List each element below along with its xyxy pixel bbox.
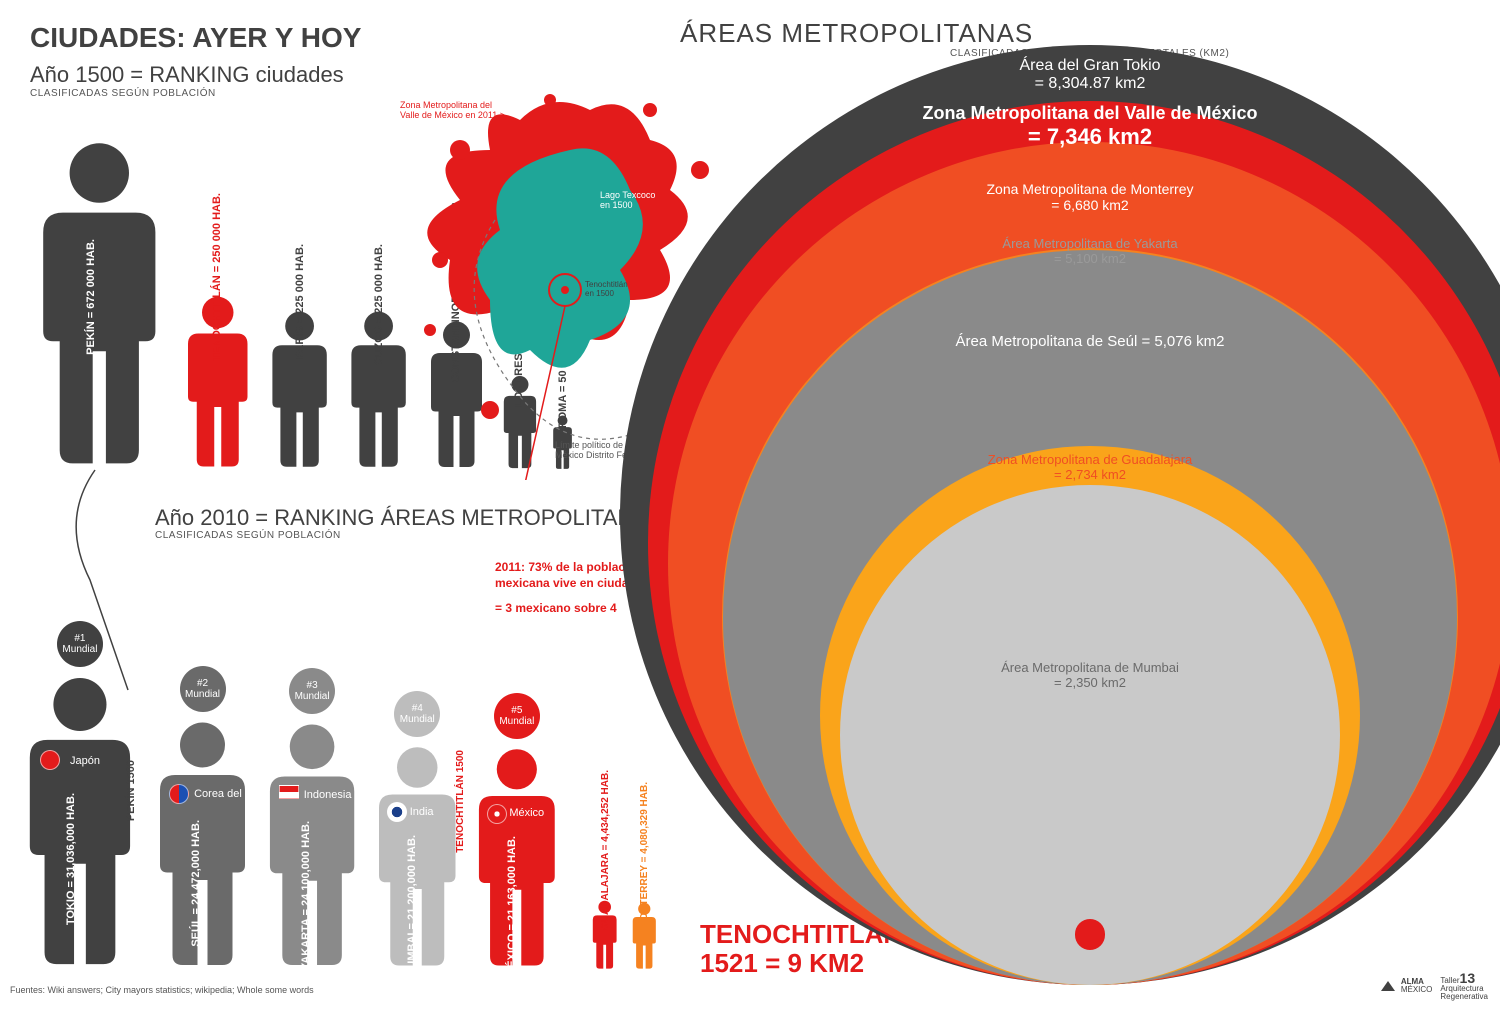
tenoch-big-line2: 1521 = 9 KM2 (700, 949, 902, 978)
person-1500-pekín (30, 140, 169, 470)
area-label-0: Área del Gran Tokio= 8,304.87 km2 (890, 57, 1290, 93)
person-1500-label-0: PEKÍN = 672 000 HAB. (85, 239, 97, 355)
logo: ALMA MÉXICO Taller13 Arquitectura Regene… (1379, 971, 1488, 1001)
map-zona-label: Zona Metropolitana del Valle de México e… (400, 100, 505, 120)
main-title: CIUDADES: AYER Y HOY (30, 22, 361, 54)
flag-icon-corea-del-sur (169, 784, 189, 804)
rank-badge-5: #5Mundial (494, 693, 540, 739)
person-2010-label-4: MÉXICO = 21,163,000 HAB. (506, 836, 518, 977)
mini-label-1: MONTERREY = 4,080,329 HAB. (639, 782, 650, 929)
person-1500-label-2: PARÍS = 225 000 HAB. (294, 244, 306, 359)
rank-badge-4: #4Mundial (394, 691, 440, 737)
area-label-1: Zona Metropolitana del Valle de México= … (890, 103, 1290, 150)
map-lago-label: Lago Texcoco en 1500 (600, 190, 655, 210)
sources-text: Fuentes: Wiki answers; City mayors stati… (10, 985, 314, 995)
pekin-1500-vertical-label: PEKÍN 1500 (125, 760, 137, 821)
ranking-2010-subtitle: CLASIFICADAS SEGÚN POBLACIÓN (155, 530, 341, 541)
mini-label-0: GUADALAJARA = 4,434,252 HAB. (600, 770, 611, 930)
person-2010-label-3: MUMBAI = 21,200,000 HAB. (406, 835, 418, 978)
person-1500-label-3: CUZCO = 225 000 HAB. (373, 244, 385, 365)
flag-icon-méxico (487, 804, 507, 824)
area-circle-6 (840, 485, 1340, 985)
person-2010-label-0: TOKIO = 31,036,000 HAB. (65, 793, 77, 925)
rank-badge-2: #2Mundial (180, 666, 226, 712)
area-label-2: Zona Metropolitana de Monterrey= 6,680 k… (890, 181, 1290, 213)
person-2010-tokio (18, 675, 142, 970)
person-2010-label-1: SEÚL = 24,472,000 HAB. (190, 820, 202, 947)
country-label-1: Corea del sur (194, 788, 260, 800)
person-2010-seúl (150, 720, 255, 970)
ranking-2010-title: Año 2010 = RANKING ÁREAS METROPOLITANAS (155, 505, 663, 531)
area-label-5: Zona Metropolitana de Guadalajara= 2,734… (890, 452, 1290, 482)
ranking-1500-subtitle: CLASIFICADAS SEGÚN POBLACIÓN (30, 88, 216, 99)
country-label-4: México (509, 807, 544, 819)
map-tenoch-label: Tenochtitlán en 1500 (585, 280, 628, 298)
country-label-0: Japón (70, 755, 100, 767)
rank-badge-1: #1Mundial (57, 621, 103, 667)
areas-title: ÁREAS METROPOLITANAS (680, 18, 1033, 49)
country-label-3: India (410, 806, 434, 818)
area-circle-tenochtitlan (1075, 919, 1106, 950)
flag-icon-indonesia (279, 785, 299, 799)
person-1500-label-1: TENOCHTITLÁN = 250 000 HAB. (211, 193, 223, 361)
area-label-3: Área Metropolitana de Yakarta= 5,100 km2 (890, 236, 1290, 266)
area-label-4: Área Metropolitana de Seúl = 5,076 km2 (890, 333, 1290, 350)
rank-badge-3: #3Mundial (289, 668, 335, 714)
area-label-6: Área Metropolitana de Mumbai= 2,350 km2 (890, 660, 1290, 690)
country-label-2: Indonesia (304, 789, 352, 801)
urban-note-line3: = 3 mexicano sobre 4 (495, 601, 649, 617)
person-2010-label-2: YAKARTA = 24,100,000 HAB. (300, 821, 312, 970)
tenoch-1500-vertical-label: TENOCHTITLÁN 1500 (455, 750, 466, 853)
ranking-1500-title: Año 1500 = RANKING ciudades (30, 62, 344, 88)
person-2010-yakarta (260, 722, 364, 970)
